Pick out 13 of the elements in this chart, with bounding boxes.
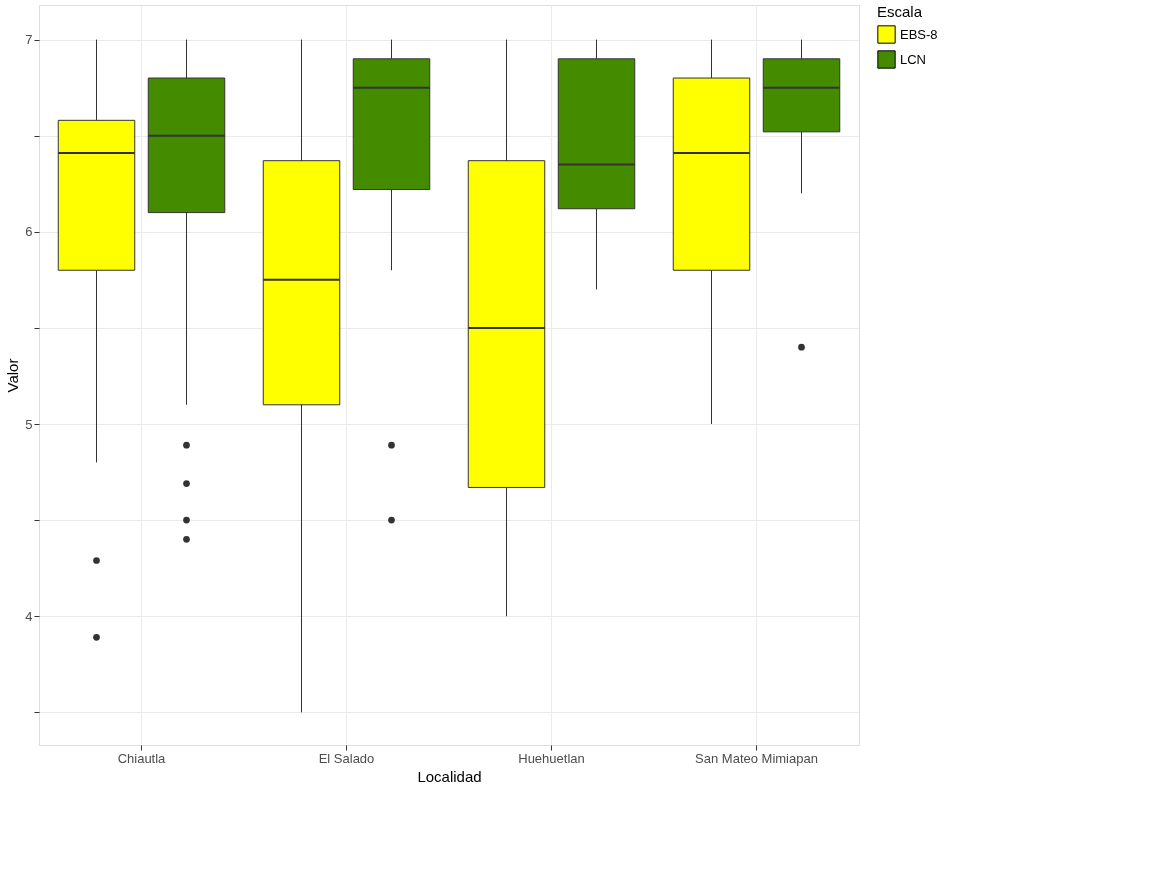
y-tick-label: 5: [25, 416, 33, 432]
legend-title: Escala: [877, 3, 923, 20]
x-tick-label: Huehuetlan: [518, 750, 585, 766]
x-axis-title: Localidad: [417, 767, 482, 785]
legend-label: LCN: [900, 51, 927, 67]
y-tick-label: 7: [25, 32, 33, 48]
y-tick-label: 4: [25, 608, 33, 624]
y-axis-title: Valor: [4, 358, 22, 393]
x-tick-label: El Salado: [318, 750, 375, 766]
y-tick-label: 6: [25, 224, 33, 240]
x-tick-label: Chiautla: [117, 750, 167, 766]
x-tick-label: San Mateo Mimiapan: [695, 750, 818, 766]
legend-label: EBS-8: [900, 26, 938, 42]
